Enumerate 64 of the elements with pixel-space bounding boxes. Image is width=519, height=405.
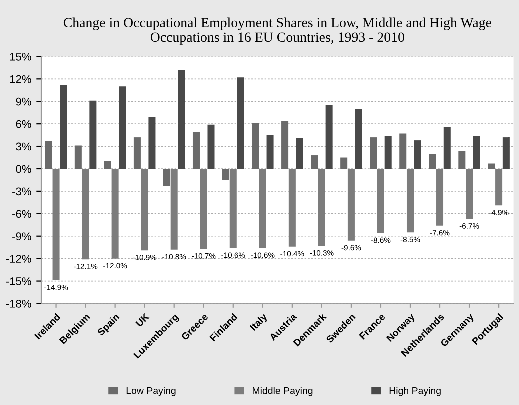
bar — [288, 168, 296, 247]
bar — [134, 138, 141, 169]
bar — [259, 168, 266, 248]
legend-label: Low Paying — [126, 387, 176, 396]
bar — [414, 140, 422, 169]
bar — [200, 168, 208, 250]
bar — [296, 138, 304, 169]
y-tick-label: 12% — [10, 75, 32, 84]
bar — [355, 109, 362, 169]
bar — [163, 168, 170, 186]
bar — [458, 151, 466, 169]
y-tick-label: -3% — [12, 188, 32, 196]
bar — [326, 105, 333, 169]
bar — [473, 136, 480, 169]
bar — [496, 168, 503, 206]
bar — [60, 85, 68, 169]
y-tick-label: -12% — [6, 255, 32, 263]
bar — [222, 168, 230, 180]
legend-label: Middle Paying — [253, 387, 313, 396]
bar — [141, 168, 148, 251]
bar — [237, 78, 244, 169]
y-tick-label: 3% — [16, 142, 32, 151]
bar — [340, 158, 348, 169]
y-tick-label: 9% — [16, 98, 32, 106]
bar — [170, 168, 178, 250]
bar — [90, 100, 97, 169]
bar — [406, 168, 414, 233]
y-tick-label: 15% — [10, 53, 32, 61]
bar — [429, 154, 436, 169]
bar — [82, 168, 90, 260]
bar — [192, 132, 200, 169]
bar — [377, 168, 384, 234]
bar — [348, 168, 355, 241]
bar — [488, 164, 496, 169]
bar — [400, 134, 407, 169]
bar — [178, 70, 186, 169]
bar — [502, 138, 510, 169]
bar — [252, 123, 260, 169]
bar — [384, 136, 392, 169]
bar — [311, 156, 318, 169]
bar — [266, 135, 274, 169]
y-tick-label: 6% — [16, 120, 32, 128]
bar — [52, 168, 60, 281]
bar — [282, 121, 289, 169]
y-tick-label: -9% — [12, 232, 32, 241]
bar — [148, 117, 156, 169]
bar — [104, 162, 112, 169]
bar — [230, 168, 237, 248]
bar — [436, 168, 444, 226]
y-tick-label: -18% — [6, 300, 32, 308]
bar — [119, 86, 126, 169]
bar — [45, 141, 52, 169]
y-tick-label: -15% — [6, 278, 32, 286]
bar — [444, 127, 451, 169]
bar — [208, 124, 215, 169]
chart-title: Change in Occupational Employment Shares in Low, Middle and High Wage Occupations in 16 EU Countries, 1993 - 2010 — [64, 18, 492, 45]
bar — [466, 168, 474, 220]
bar — [112, 168, 119, 259]
legend-label: High Paying — [390, 387, 441, 396]
bar — [318, 168, 326, 246]
y-tick-label: 0% — [16, 165, 32, 174]
bar — [370, 138, 378, 169]
bar — [74, 146, 82, 169]
y-tick-label: -6% — [12, 210, 32, 218]
